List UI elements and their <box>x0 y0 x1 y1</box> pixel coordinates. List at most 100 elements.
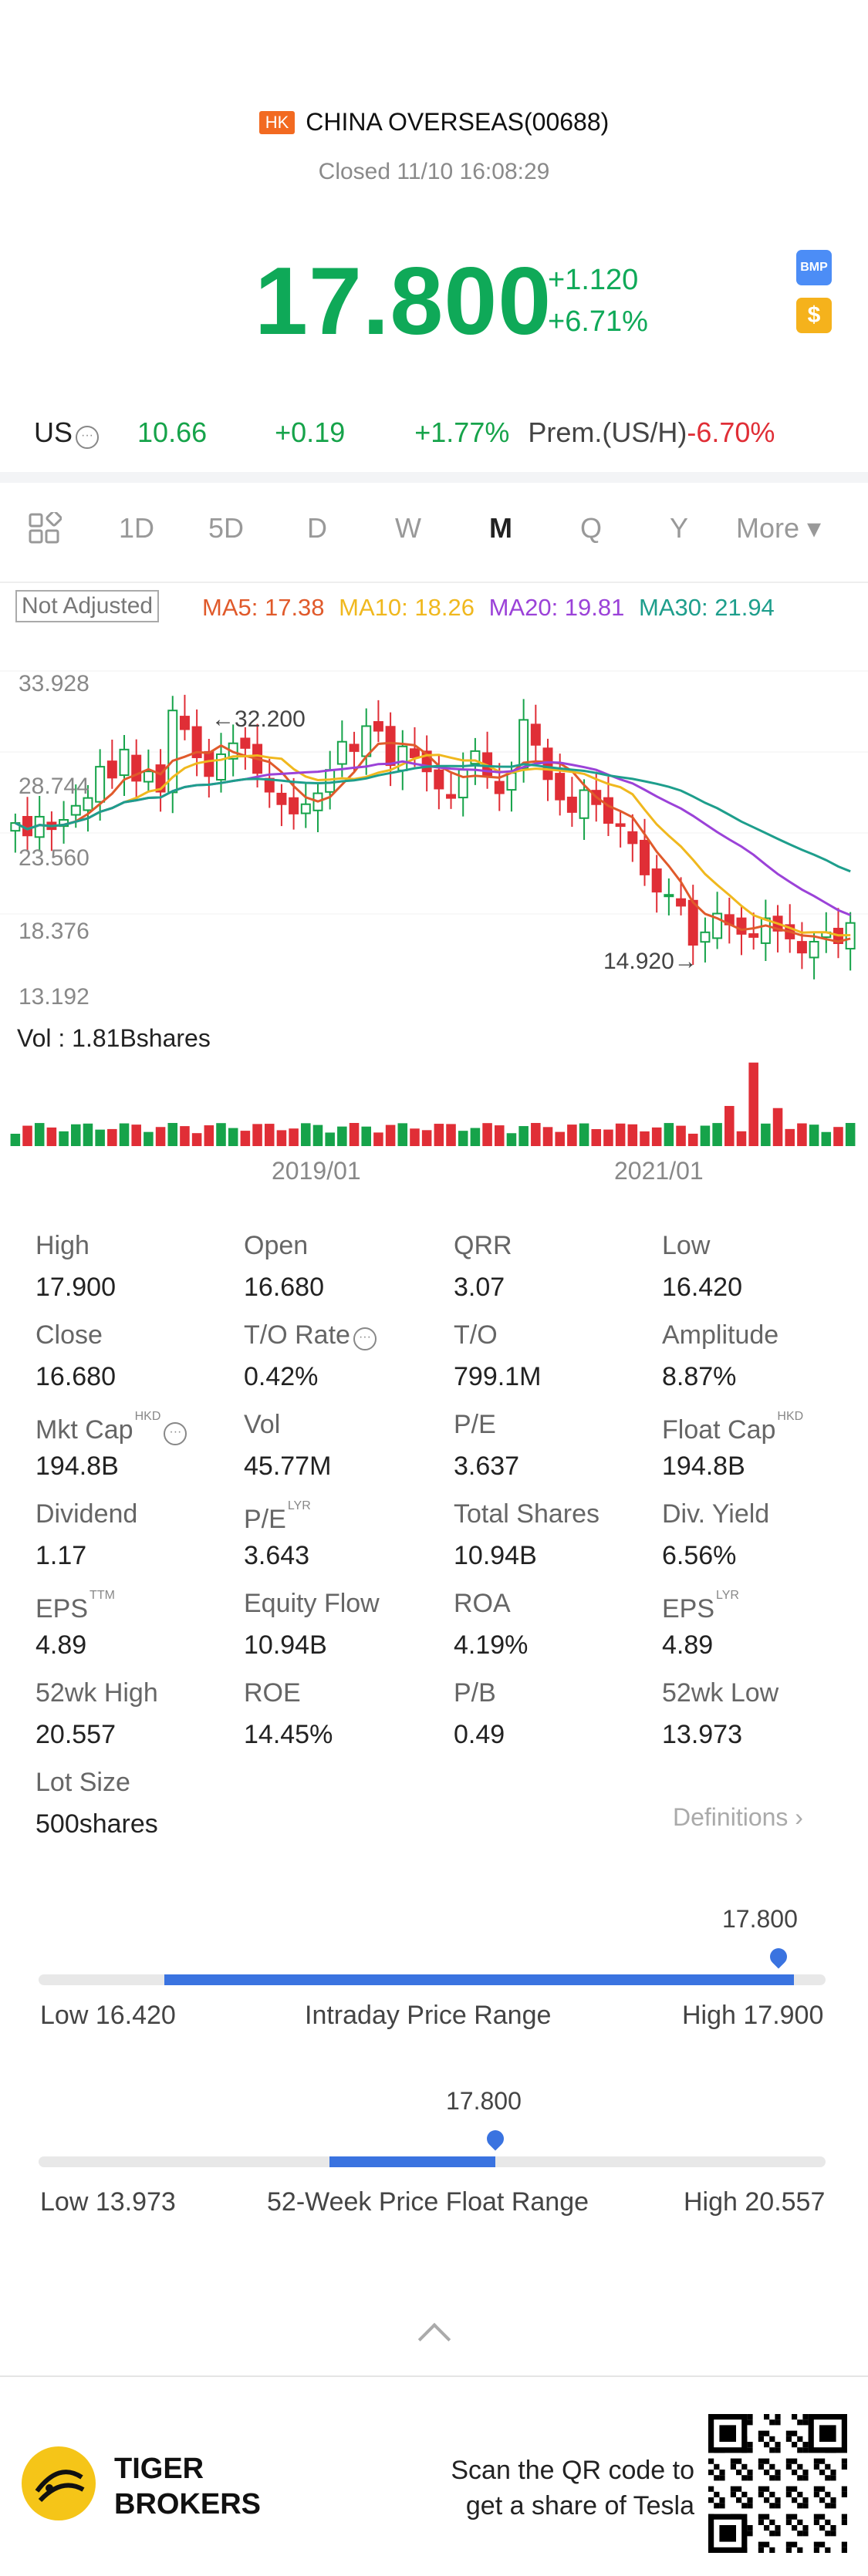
candle-body <box>385 726 396 767</box>
candle-body <box>470 750 481 765</box>
volume-bar <box>119 1123 130 1146</box>
volume-bar <box>615 1123 626 1146</box>
week52-low: Low 13.973 <box>40 2187 176 2217</box>
candle-body <box>627 831 638 845</box>
location-pin-icon <box>766 1944 791 1969</box>
week52-high: High 20.557 <box>684 2187 826 2217</box>
volume-bar <box>651 1127 662 1146</box>
volume-bar <box>155 1127 166 1146</box>
stock-title: HK CHINA OVERSEAS(00688) <box>0 108 868 137</box>
candle-body <box>434 769 444 790</box>
brand-line1: TIGER <box>114 2453 204 2485</box>
tab-d[interactable]: D <box>307 512 327 544</box>
dollar-icon[interactable]: $ <box>796 298 832 333</box>
candle-body <box>216 753 226 781</box>
volume-chart[interactable] <box>0 1049 868 1148</box>
tab-more[interactable]: More ▾ <box>736 512 822 544</box>
volume-bar <box>640 1131 650 1146</box>
y-tick: 33.928 <box>19 671 90 696</box>
tab-m[interactable]: M <box>489 512 512 544</box>
stat-label: Vol <box>244 1410 281 1439</box>
more-icon[interactable]: ··· <box>76 426 100 449</box>
candle-body <box>676 898 687 907</box>
us-label: US <box>34 416 73 448</box>
high-annotation: ←32.200 <box>211 706 306 732</box>
candle-body <box>106 760 117 779</box>
stat-label: T/O Rate ··· <box>244 1320 377 1350</box>
stat-label: EPS LYR <box>662 1589 739 1623</box>
volume-bar <box>470 1128 481 1146</box>
stat-value: 1.17 <box>35 1541 87 1570</box>
volume-bar <box>494 1125 505 1146</box>
week52-range-track <box>39 2156 826 2167</box>
candle-body <box>70 804 81 816</box>
us-price: 10.66 <box>137 416 208 448</box>
tab-q[interactable]: Q <box>580 512 603 544</box>
candlestick-chart[interactable] <box>0 656 868 1033</box>
candle-body <box>409 748 420 758</box>
tab-w[interactable]: W <box>395 512 421 544</box>
us-quote-row[interactable]: US ··· 10.66 +0.19 +1.77% Prem.(US/H)-6.7… <box>34 416 775 449</box>
candle-body <box>542 747 553 781</box>
candle-body <box>446 794 457 799</box>
info-icon[interactable]: ··· <box>353 1327 377 1350</box>
stat-value: 0.42% <box>244 1362 319 1391</box>
footer-divider <box>0 2375 868 2377</box>
ma-legend: MA5: 17.38 MA10: 18.26 MA20: 19.81 MA30:… <box>202 594 782 622</box>
bmp-icon[interactable]: BMP <box>796 250 832 285</box>
volume-bar <box>180 1126 190 1146</box>
candle-body <box>191 726 202 758</box>
stat-value: 4.89 <box>35 1630 87 1660</box>
volume-bar <box>809 1124 819 1146</box>
candle-body <box>204 750 214 777</box>
ma30-label: MA30: 21.94 <box>639 594 775 621</box>
definitions-link[interactable]: Definitions › <box>673 1803 803 1831</box>
location-pin-icon <box>483 2126 508 2151</box>
candle-body <box>336 740 347 765</box>
volume-bar <box>676 1125 686 1146</box>
candle-body <box>276 792 287 805</box>
stat-value: 194.8B <box>662 1452 745 1481</box>
candle-body <box>325 769 336 793</box>
scan-line2: get a share of Tesla <box>465 2491 694 2520</box>
stat-label: P/B <box>454 1678 496 1708</box>
stat-label: QRR <box>454 1231 512 1260</box>
adjust-toggle[interactable]: Not Adjusted <box>15 590 160 622</box>
last-price: 17.800 <box>255 248 552 355</box>
volume-bar <box>821 1131 832 1146</box>
stock-name: CHINA OVERSEAS(00688) <box>306 108 610 136</box>
candle-body <box>760 917 771 944</box>
volume-bar <box>70 1124 81 1146</box>
chevron-up-icon[interactable] <box>417 2322 451 2356</box>
intraday-current: 17.800 <box>722 1905 798 1933</box>
info-icon[interactable]: ··· <box>164 1422 187 1445</box>
intraday-title: Intraday Price Range <box>305 2001 552 2030</box>
tab-y[interactable]: Y <box>670 512 689 544</box>
candle-body <box>179 716 190 730</box>
volume-bar <box>252 1124 262 1146</box>
stat-label: Equity Flow <box>244 1589 380 1618</box>
stat-value: 6.56% <box>662 1541 737 1570</box>
volume-bar <box>337 1126 347 1146</box>
stat-label: High <box>35 1231 90 1260</box>
volume-bar <box>276 1130 287 1146</box>
layout-grid-icon[interactable] <box>28 510 62 553</box>
volume-bar <box>603 1129 613 1146</box>
volume-bar <box>312 1124 323 1146</box>
candle-body <box>143 770 154 783</box>
ma5-label: MA5: 17.38 <box>202 594 325 621</box>
stat-label: P/E <box>454 1410 496 1439</box>
intraday-marker-wrap <box>0 1942 868 1973</box>
qr-code-icon[interactable] <box>708 2414 847 2553</box>
volume-bar <box>289 1128 299 1146</box>
volume-bar <box>264 1124 275 1146</box>
tab-1d[interactable]: 1D <box>119 512 155 544</box>
stat-label: ROA <box>454 1589 511 1618</box>
candle-body <box>748 933 759 938</box>
candle-body <box>712 912 723 939</box>
volume-bar <box>579 1123 589 1146</box>
volume-bar <box>627 1124 638 1146</box>
volume-bar <box>204 1125 214 1146</box>
volume-bar <box>167 1123 178 1146</box>
tab-5d[interactable]: 5D <box>208 512 245 544</box>
